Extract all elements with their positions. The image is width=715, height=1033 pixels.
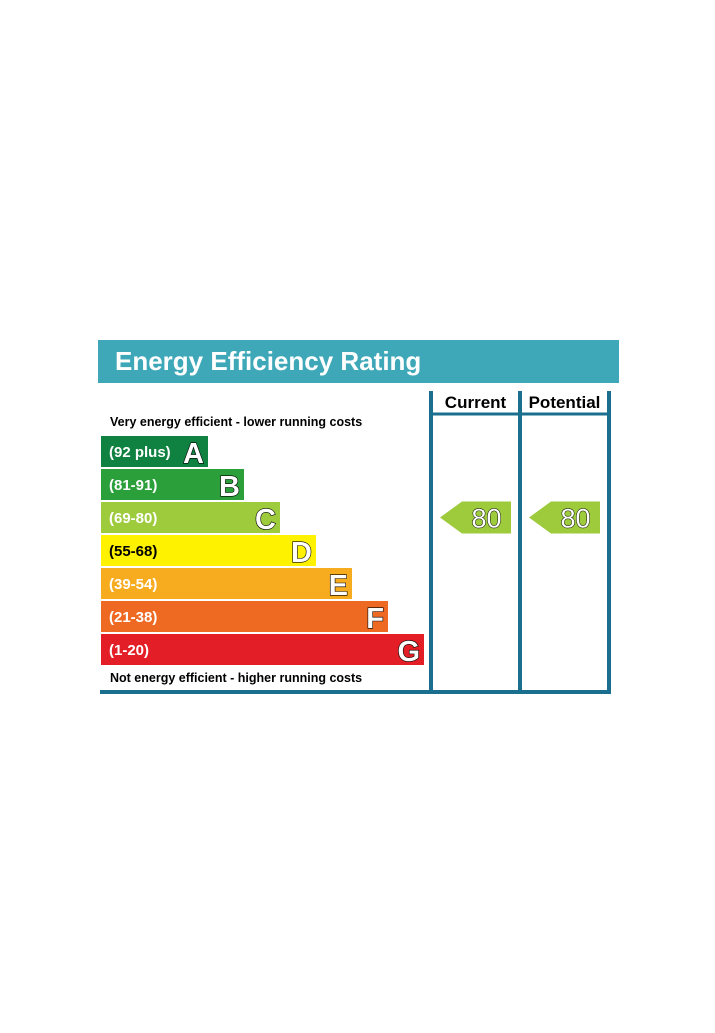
- band-d-range: (55-68): [109, 543, 157, 560]
- band-e-letter: E: [329, 570, 348, 602]
- title-bar: [98, 340, 619, 383]
- band-c-letter: C: [255, 504, 276, 536]
- band-e-range: (39-54): [109, 576, 157, 593]
- band-a-bar: [101, 436, 208, 467]
- band-f-letter: F: [366, 603, 384, 635]
- marker-current: [440, 501, 511, 534]
- value-potential: 80: [560, 504, 590, 534]
- column-header-current: Current: [445, 393, 507, 412]
- band-a-letter: A: [183, 438, 204, 470]
- rating-columns-frame: [100, 391, 611, 694]
- band-a-range: (92 plus): [109, 444, 171, 461]
- band-g-bar: [101, 634, 424, 665]
- marker-potential: [529, 501, 600, 534]
- column-header-potential: Potential: [529, 393, 601, 412]
- band-d-letter: D: [291, 537, 312, 569]
- band-g-range: (1-20): [109, 642, 149, 659]
- band-c-bar: [101, 502, 280, 533]
- band-f-bar: [101, 601, 388, 632]
- band-b-range: (81-91): [109, 477, 157, 494]
- value-current: 80: [471, 504, 501, 534]
- rating-columns: Current 80 Potential 80: [440, 393, 600, 534]
- band-b-bar: [101, 469, 244, 500]
- rating-bands: (92 plus) A (81-91) B (69-80) C (55-68) D (39-54…: [101, 436, 424, 669]
- bottom-caption: Not energy efficient - higher running co…: [110, 671, 362, 685]
- band-d-bar: [101, 535, 316, 566]
- band-g-letter: G: [397, 636, 420, 668]
- band-e-bar: [101, 568, 352, 599]
- band-b-letter: B: [219, 471, 240, 503]
- band-f-range: (21-38): [109, 609, 157, 626]
- band-c-range: (69-80): [109, 510, 157, 527]
- top-caption: Very energy efficient - lower running co…: [110, 415, 362, 429]
- chart-title: Energy Efficiency Rating: [115, 346, 421, 376]
